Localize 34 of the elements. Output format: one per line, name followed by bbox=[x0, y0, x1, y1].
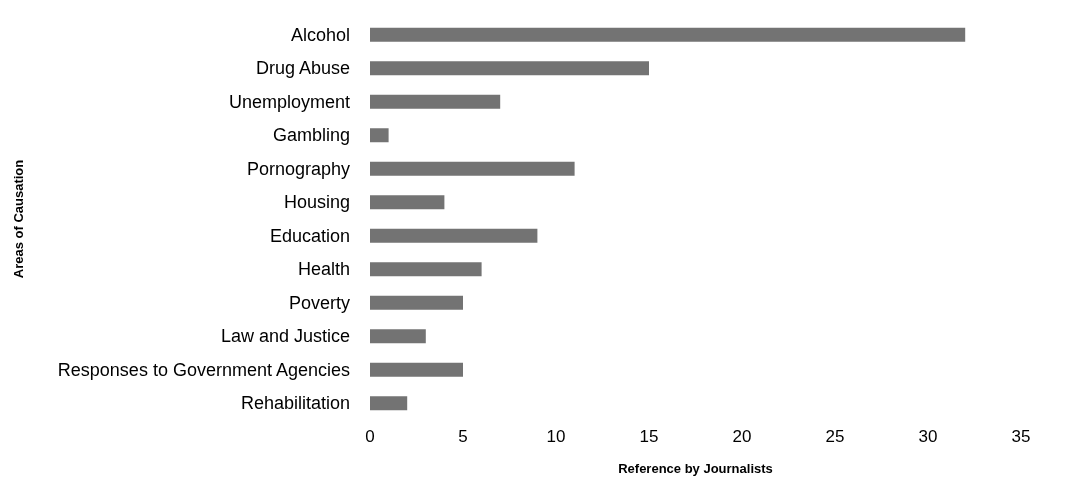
x-tick-label: 15 bbox=[639, 427, 659, 446]
x-tick-label: 0 bbox=[365, 427, 375, 446]
bar bbox=[370, 362, 463, 377]
bar bbox=[370, 94, 501, 109]
x-tick-label: 5 bbox=[458, 427, 468, 446]
y-tick-label: Education bbox=[269, 225, 350, 246]
bar bbox=[370, 61, 649, 76]
bar bbox=[370, 396, 408, 411]
y-tick-label: Alcohol bbox=[290, 24, 350, 45]
y-tick-label: Housing bbox=[283, 192, 350, 213]
bar bbox=[370, 128, 389, 143]
bar bbox=[370, 161, 575, 176]
y-tick-label: Responses to Government Agencies bbox=[57, 359, 350, 380]
bar bbox=[370, 329, 426, 344]
y-axis-title: Areas of Causation bbox=[11, 159, 26, 279]
bar bbox=[370, 228, 538, 243]
x-tick-label: 30 bbox=[918, 427, 938, 446]
x-tick-label: 10 bbox=[546, 427, 566, 446]
x-tick-label: 20 bbox=[732, 427, 752, 446]
y-tick-label: Health bbox=[297, 259, 350, 280]
x-tick-label: 35 bbox=[1011, 427, 1031, 446]
y-tick-label: Rehabilitation bbox=[240, 393, 350, 414]
bar bbox=[370, 295, 463, 310]
y-tick-label: Gambling bbox=[272, 125, 350, 146]
y-tick-label: Poverty bbox=[288, 292, 350, 313]
y-tick-label: Law and Justice bbox=[220, 326, 350, 347]
bar bbox=[370, 262, 482, 277]
y-tick-label: Unemployment bbox=[228, 91, 350, 112]
x-tick-label: 25 bbox=[825, 427, 845, 446]
y-tick-label: Pornography bbox=[246, 158, 350, 179]
bar bbox=[370, 195, 445, 210]
x-axis-title: Reference by Journalists bbox=[618, 461, 773, 476]
y-tick-label: Drug Abuse bbox=[255, 58, 350, 79]
bar bbox=[370, 27, 966, 42]
